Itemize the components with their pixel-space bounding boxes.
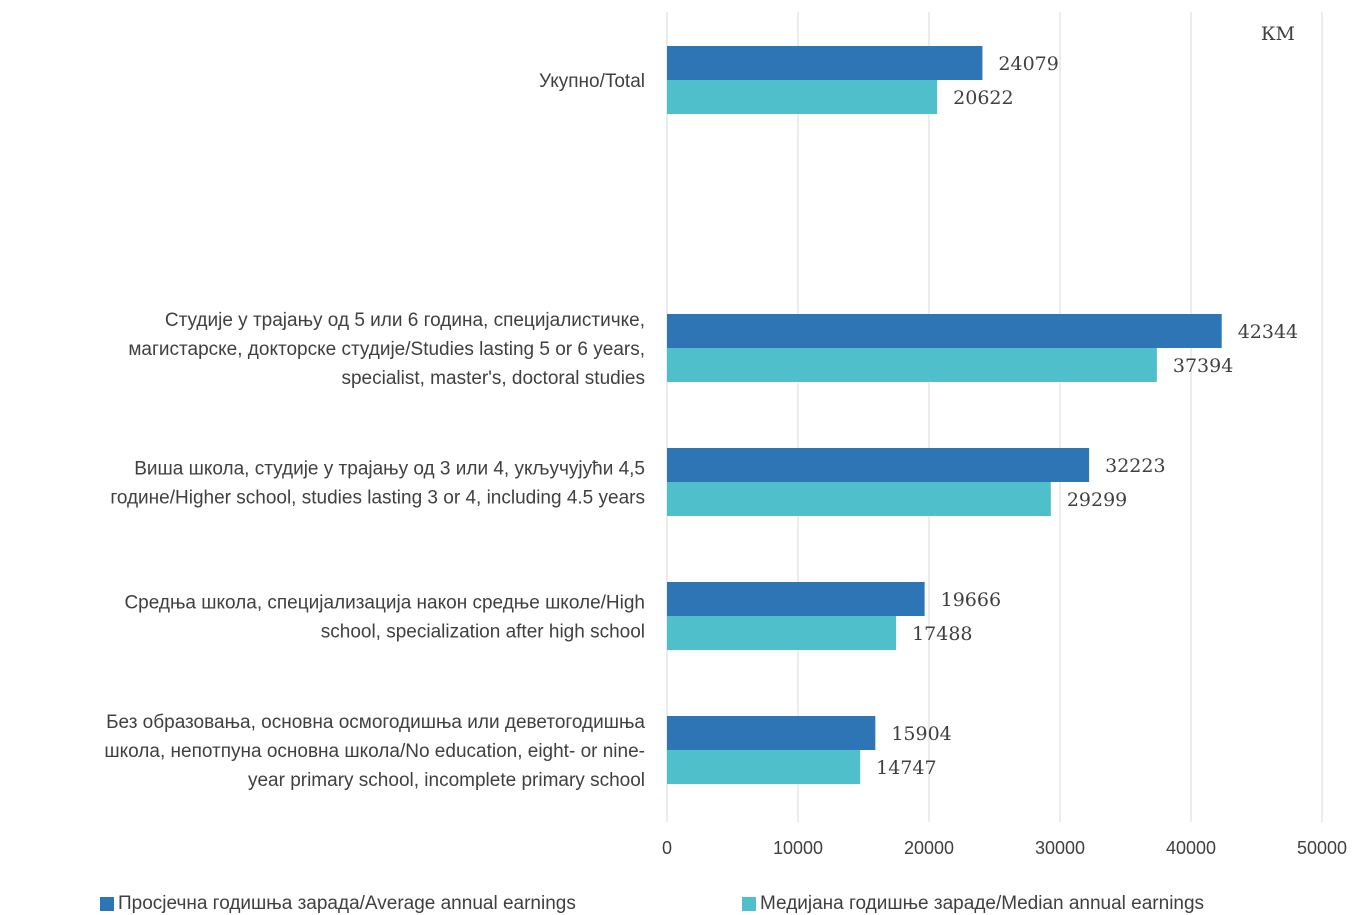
- bar-average: [667, 46, 983, 80]
- data-label: 37394: [1173, 355, 1233, 377]
- category-label: Без образовања, основна осмогодишња или …: [106, 712, 645, 733]
- bar-median: [667, 616, 897, 650]
- tick-labels: 0 10000 20000 30000 40000 50000: [662, 838, 1347, 858]
- category-label: Средња школа, специјализација након сред…: [124, 593, 645, 614]
- legend-swatch-median: [742, 897, 756, 911]
- category-label: Укупно/Total: [539, 71, 645, 92]
- tick-label: 0: [662, 838, 672, 858]
- bar-median: [667, 482, 1051, 516]
- data-label: 15904: [891, 723, 951, 745]
- unit-label: КМ: [1261, 23, 1295, 45]
- category-label: year primary school, incomplete primary …: [248, 770, 645, 791]
- bars: [667, 46, 1222, 784]
- bar-median: [667, 750, 861, 784]
- bar-average: [667, 716, 876, 750]
- legend-label-median: Медијана годишње зараде/Median annual ea…: [760, 893, 1205, 914]
- tick-label: 30000: [1035, 838, 1085, 858]
- tick-label: 50000: [1297, 838, 1347, 858]
- category-label: specialist, master's, doctoral studies: [341, 368, 645, 389]
- data-label: 20622: [953, 87, 1013, 109]
- data-label: 42344: [1238, 321, 1298, 343]
- data-label: 29299: [1067, 489, 1127, 511]
- legend: Просјечна годишња зарада/Average annual …: [0, 893, 1357, 915]
- data-label: 24079: [998, 53, 1058, 75]
- tick-label: 40000: [1166, 838, 1216, 858]
- legend-swatch-average: [100, 897, 114, 911]
- bar-median: [667, 348, 1157, 382]
- category-label: школа, непотпуна основна школа/No educat…: [104, 741, 645, 762]
- bar-average: [667, 314, 1222, 348]
- tick-label: 20000: [904, 838, 954, 858]
- bar-average: [667, 448, 1090, 482]
- category-label: магистарске, докторске студије/Studies l…: [128, 339, 645, 360]
- bar-average: [667, 582, 925, 616]
- bar-median: [667, 80, 938, 114]
- category-label: Виша школа, студије у трајању од 3 или 4…: [134, 459, 645, 480]
- data-label: 32223: [1105, 455, 1165, 477]
- data-label: 19666: [941, 589, 1001, 611]
- data-label: 17488: [912, 623, 972, 645]
- legend-label-average: Просјечна годишња зарада/Average annual …: [118, 893, 576, 914]
- category-label: године/Higher school, studies lasting 3 …: [110, 488, 645, 509]
- gridlines: [797, 12, 1323, 822]
- tick-label: 10000: [773, 838, 823, 858]
- data-label: 14747: [876, 757, 936, 779]
- category-label: school, specialization after high school: [321, 622, 645, 643]
- category-labels: Укупно/Total Студије у трајању од 5 или 6…: [104, 71, 645, 791]
- category-label: Студије у трајању од 5 или 6 година, спе…: [165, 310, 645, 331]
- legend-item-average: Просјечна годишња зарада/Average annual …: [100, 893, 576, 915]
- legend-item-median: Медијана годишње зараде/Median annual ea…: [742, 893, 1204, 915]
